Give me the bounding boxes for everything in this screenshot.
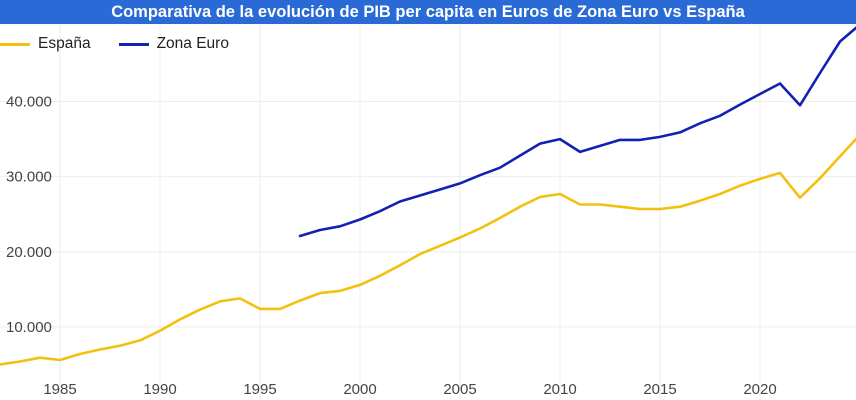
x-tick-label-2010: 2010: [543, 381, 576, 398]
series-line-zona-euro: [298, 26, 856, 238]
y-tick-label-40000: 40.000: [6, 94, 52, 111]
legend-swatch-zona-euro: [118, 42, 149, 46]
y-tick-label-10000: 10.000: [6, 319, 52, 336]
x-tick-label-2015: 2015: [643, 381, 676, 398]
x-tick-label-1985: 1985: [43, 381, 76, 398]
x-tick-label-1990: 1990: [143, 381, 176, 398]
legend-item-espana[interactable]: España: [0, 35, 91, 53]
legend-item-zona-euro[interactable]: Zona Euro: [118, 35, 229, 53]
y-tick-label-30000: 30.000: [6, 169, 52, 186]
legend-swatch-espana: [0, 42, 30, 46]
y-tick-label-20000: 20.000: [6, 244, 52, 261]
series-line-espana: [0, 137, 856, 366]
x-tick-label-2020: 2020: [743, 381, 776, 398]
x-tick-label-2000: 2000: [343, 381, 376, 398]
legend-label-zona-euro: Zona Euro: [156, 35, 229, 52]
grid: [0, 24, 856, 400]
x-tick-label-1995: 1995: [243, 381, 276, 398]
x-tick-label-2005: 2005: [443, 381, 476, 398]
legend-label-espana: España: [38, 35, 91, 52]
legend: España Zona Euro: [0, 34, 257, 54]
chart-title: Comparativa de la evolución de PIB per c…: [0, 0, 856, 24]
